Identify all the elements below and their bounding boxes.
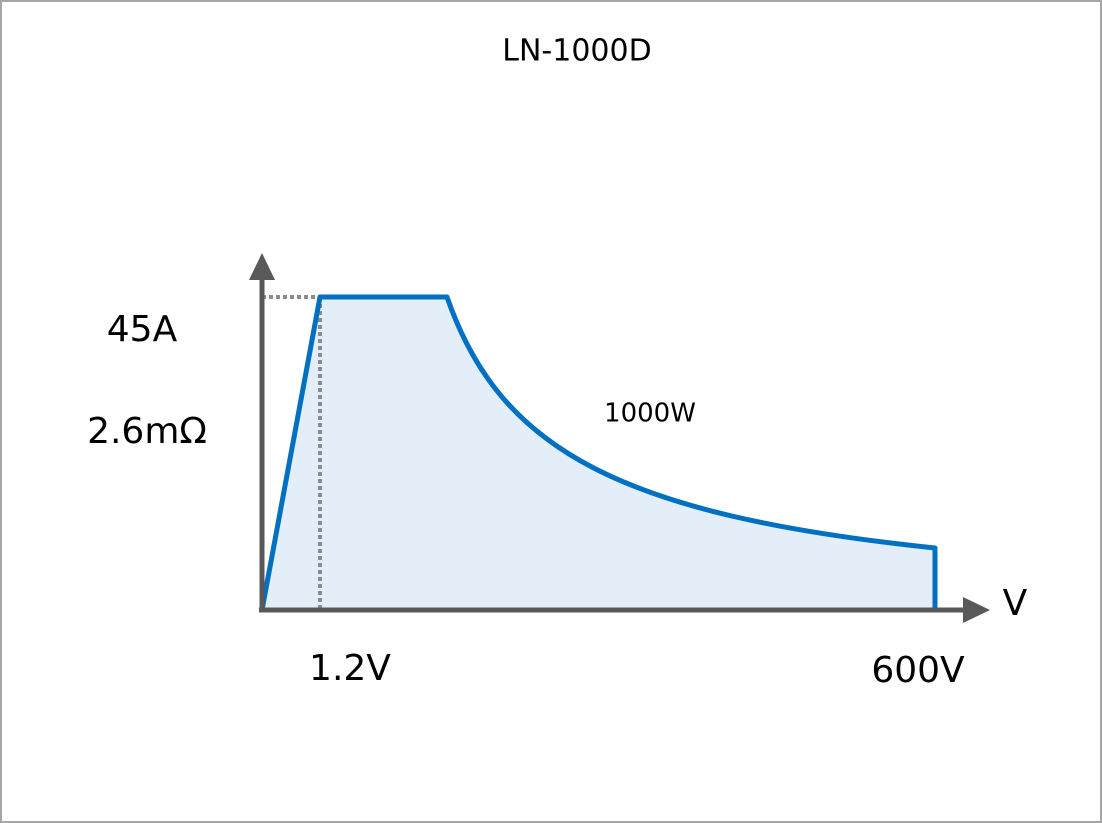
x-axis-arrow: [963, 597, 990, 623]
y-axis-arrow: [249, 253, 275, 280]
operating-area: [262, 297, 935, 610]
current-label: 45A: [107, 309, 178, 350]
title: LN-1000D: [502, 34, 651, 69]
power-label: 1000W: [604, 399, 696, 429]
x-axis-label: V: [1003, 583, 1028, 624]
voltage-min-label: 1.2V: [309, 648, 391, 689]
voltage-max-label: 600V: [871, 650, 965, 691]
envelope-line: [259, 294, 938, 611]
resistance-label: 2.6mΩ: [87, 411, 207, 452]
